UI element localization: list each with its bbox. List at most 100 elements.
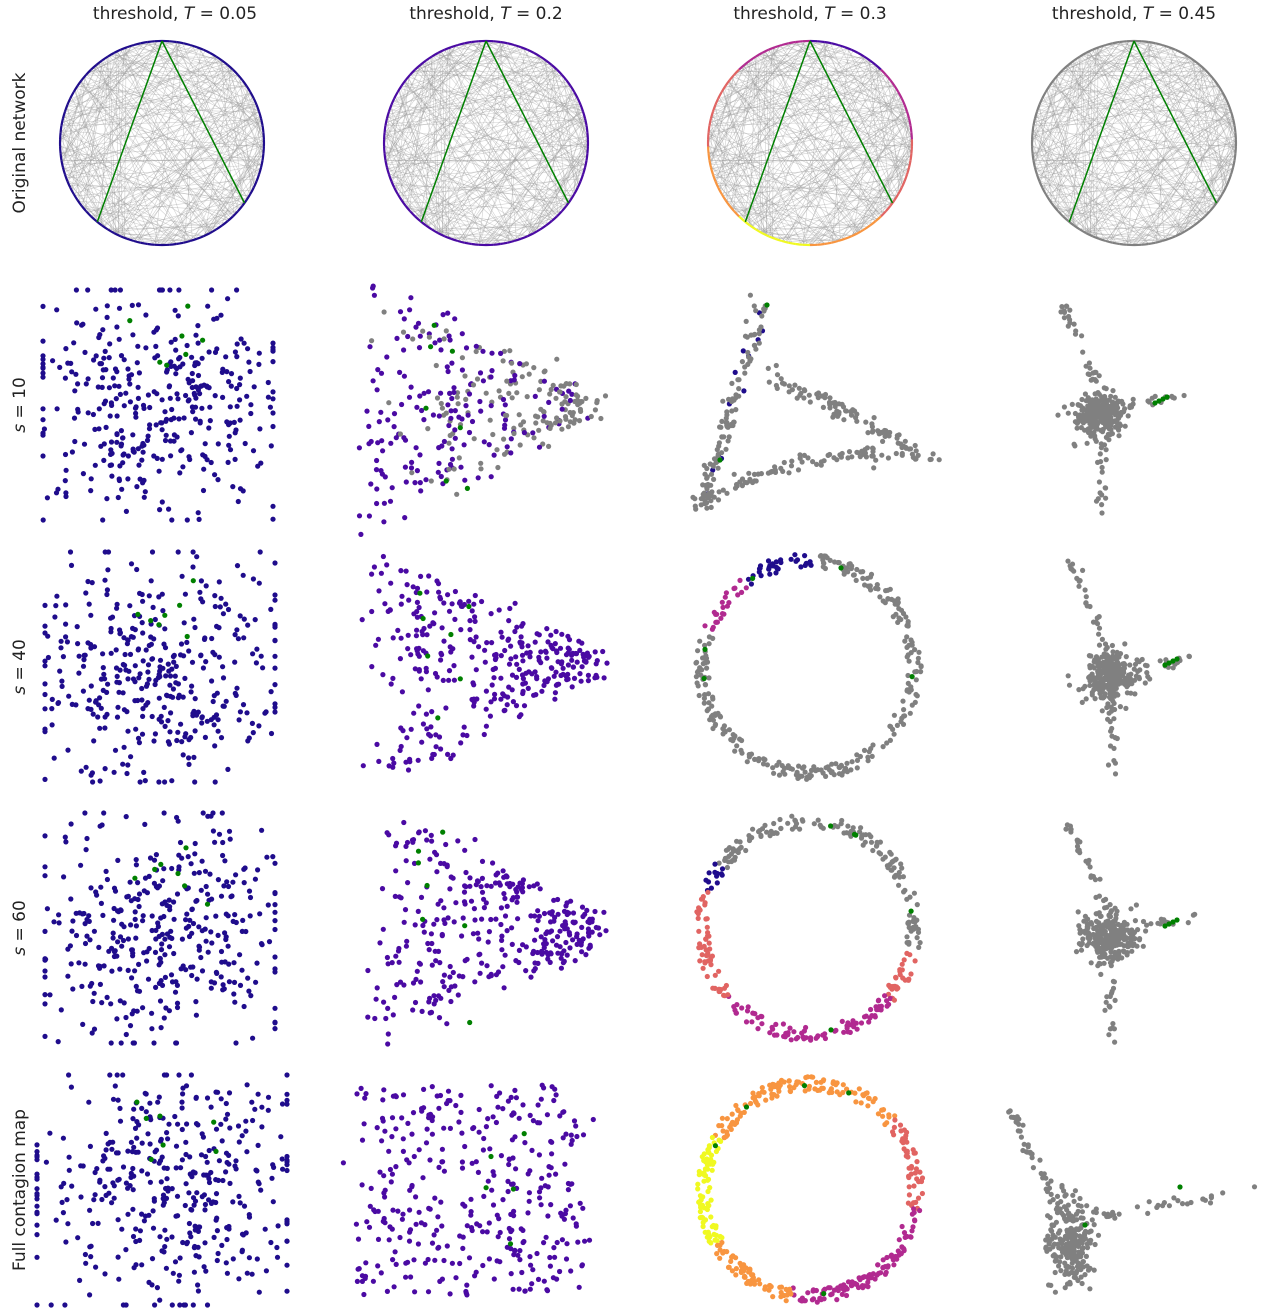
network-edge: [390, 41, 495, 107]
node-point: [156, 933, 162, 940]
ring-node-segment: [749, 55, 757, 62]
network-edge: [1088, 74, 1211, 235]
node-point: [1107, 743, 1114, 749]
network-edge: [711, 104, 905, 170]
network-edge: [830, 42, 896, 200]
node-point: [1114, 735, 1120, 742]
ring-node-segment: [884, 73, 892, 81]
node-point: [460, 732, 466, 738]
node-point: [438, 473, 444, 480]
node-point: [247, 368, 253, 375]
node-point: [228, 383, 234, 389]
ring-node-segment: [556, 68, 563, 76]
node-point: [408, 384, 414, 390]
network-edge: [1165, 159, 1235, 240]
node-point: [125, 967, 131, 974]
network-edge: [709, 122, 753, 227]
ring-node-segment: [425, 55, 433, 62]
node-point: [1100, 659, 1106, 665]
node-point: [228, 894, 234, 900]
network-edge: [212, 88, 249, 232]
seed-point: [701, 675, 707, 682]
node-point: [194, 554, 200, 560]
node-point: [478, 460, 484, 466]
node-point: [55, 1039, 61, 1045]
network-edge: [385, 122, 429, 227]
node-point: [484, 883, 490, 889]
node-point: [94, 892, 100, 898]
ring-node-segment: [437, 232, 445, 238]
network-edge: [383, 55, 539, 141]
node-point: [403, 943, 409, 949]
network-edge: [109, 55, 236, 214]
node-point: [474, 696, 480, 702]
node-point: [410, 839, 416, 845]
network-edge: [1082, 54, 1234, 166]
node-point: [472, 836, 478, 843]
node-point: [425, 687, 431, 693]
node-point: [100, 665, 106, 671]
node-point: [733, 392, 739, 398]
node-point: [1115, 415, 1122, 421]
network-edge: [1031, 145, 1203, 220]
node-point: [796, 763, 802, 769]
seed-point: [135, 611, 141, 618]
node-point: [432, 610, 438, 616]
node-point: [720, 726, 726, 732]
node-point: [143, 345, 149, 351]
node-point: [1085, 403, 1091, 409]
node-point: [1106, 426, 1112, 432]
ring-node-segment: [261, 153, 265, 161]
node-point: [500, 396, 507, 403]
network-edge: [1095, 56, 1190, 238]
ring-node-segment: [196, 235, 204, 240]
node-point: [475, 475, 481, 481]
node-point: [460, 974, 466, 980]
node-point: [1105, 701, 1111, 707]
node-point: [448, 874, 454, 880]
network-edge: [129, 211, 238, 240]
node-point: [177, 470, 183, 476]
network-edge: [386, 165, 445, 237]
network-edge: [709, 57, 754, 163]
network-edge: [81, 205, 218, 229]
node-point: [58, 1007, 64, 1013]
ring-node-segment: [126, 237, 135, 243]
network-edge: [409, 46, 520, 76]
node-point: [483, 706, 489, 712]
network-edge: [409, 60, 427, 211]
ring-node-segment: [457, 42, 466, 47]
network-edge: [836, 153, 912, 242]
node-point: [719, 434, 725, 440]
node-point: [125, 476, 131, 482]
node-point: [228, 371, 235, 377]
network-edge: [107, 226, 221, 230]
node-point: [1104, 644, 1110, 651]
node-point: [166, 384, 172, 390]
node-point: [197, 420, 203, 426]
node-point: [255, 463, 261, 469]
network-edge: [392, 43, 509, 104]
node-point: [104, 876, 110, 883]
node-point: [246, 359, 252, 365]
network-edge: [76, 87, 133, 241]
node-point: [498, 675, 504, 681]
node-point: [199, 720, 205, 726]
network-edge: [160, 118, 262, 246]
node-point: [400, 728, 406, 734]
node-point: [42, 956, 48, 962]
network-edge: [808, 106, 906, 246]
network-edge: [714, 41, 819, 107]
network-edge: [1088, 51, 1221, 198]
ring-node-segment: [1198, 215, 1206, 222]
node-point: [427, 856, 433, 862]
node-point: [489, 640, 495, 646]
network-edge: [66, 107, 126, 239]
node-point: [767, 469, 774, 475]
node-point: [136, 462, 142, 468]
network-edge: [1046, 178, 1230, 197]
seed-point: [435, 715, 441, 721]
node-point: [157, 955, 163, 961]
network-edge: [1179, 167, 1234, 235]
node-point: [256, 361, 262, 367]
